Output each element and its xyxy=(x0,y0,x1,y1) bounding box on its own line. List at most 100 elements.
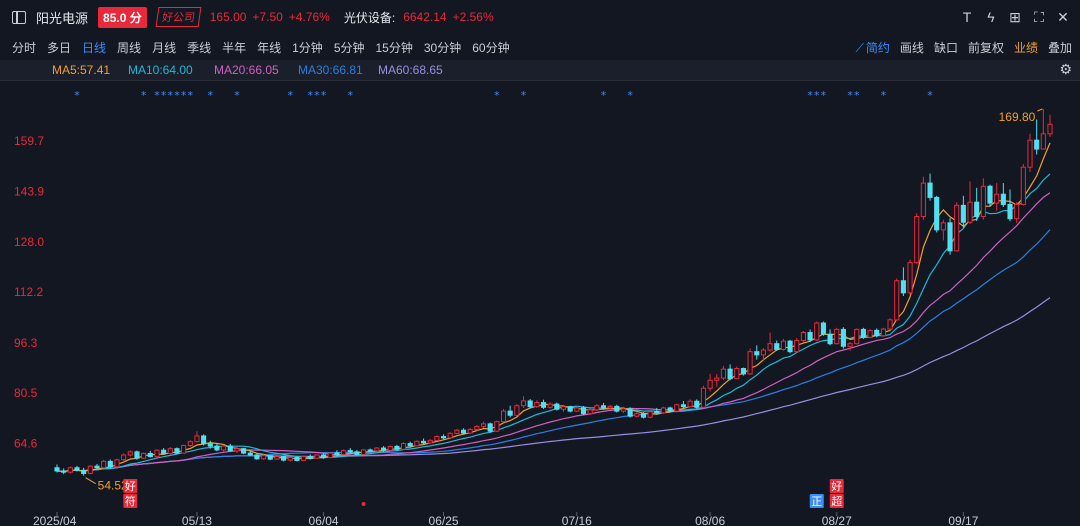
candle-body[interactable] xyxy=(234,448,240,452)
candle-body[interactable] xyxy=(107,460,113,468)
candle-body[interactable] xyxy=(214,445,220,451)
candle-body[interactable] xyxy=(834,328,840,345)
signal-star-marker[interactable]: * xyxy=(807,89,813,102)
period-tab[interactable]: 半年 xyxy=(222,40,247,55)
candle-body[interactable] xyxy=(121,454,127,461)
candle-body[interactable] xyxy=(374,447,380,452)
signal-star-marker[interactable]: * xyxy=(168,89,174,102)
candle-body[interactable] xyxy=(780,340,786,350)
signal-star-marker[interactable]: * xyxy=(494,89,500,102)
signal-star-marker[interactable]: * xyxy=(174,89,180,102)
candle-body[interactable] xyxy=(1047,123,1053,135)
candle-body[interactable] xyxy=(500,410,507,423)
candle-body[interactable] xyxy=(867,329,873,338)
candle-body[interactable] xyxy=(920,182,926,217)
candle-body[interactable] xyxy=(241,448,247,454)
candle-body[interactable] xyxy=(267,455,273,460)
signal-star-marker[interactable]: * xyxy=(847,89,853,102)
signal-star-marker[interactable]: * xyxy=(821,89,827,102)
candle-body[interactable] xyxy=(1007,203,1013,220)
candle-body[interactable] xyxy=(114,459,120,468)
signal-star-marker[interactable]: * xyxy=(854,89,860,102)
candle-body[interactable] xyxy=(787,340,793,353)
candle-body[interactable] xyxy=(334,452,340,455)
candle-body[interactable] xyxy=(380,447,387,451)
stock-name[interactable]: 阳光电源 xyxy=(36,10,89,26)
candle-body[interactable] xyxy=(174,448,180,454)
candle-body[interactable] xyxy=(454,429,460,434)
event-badge[interactable] xyxy=(123,494,138,508)
candle-body[interactable] xyxy=(440,436,447,439)
candle-body[interactable] xyxy=(794,340,800,353)
candle-body[interactable] xyxy=(754,351,760,356)
candle-body[interactable] xyxy=(674,404,680,412)
candle-body[interactable] xyxy=(900,280,906,294)
candle-body[interactable] xyxy=(647,411,653,418)
candle-body[interactable] xyxy=(94,465,100,469)
signal-star-marker[interactable]: * xyxy=(141,89,147,102)
signal-star-marker[interactable]: * xyxy=(307,89,313,102)
candle-body[interactable] xyxy=(247,452,253,456)
candle-body[interactable] xyxy=(634,413,640,417)
candle-body[interactable] xyxy=(894,280,900,321)
candle-body[interactable] xyxy=(707,379,713,389)
candle-body[interactable] xyxy=(54,467,60,472)
signal-star-marker[interactable]: * xyxy=(161,89,167,102)
signal-star-marker[interactable]: * xyxy=(181,89,187,102)
candle-body[interactable] xyxy=(447,432,453,439)
period-tab[interactable]: 1分钟 xyxy=(292,40,323,55)
candle-body[interactable] xyxy=(141,452,147,459)
performance-button[interactable]: 业绩 xyxy=(1013,41,1038,55)
candle-body[interactable] xyxy=(181,444,187,454)
event-badge[interactable] xyxy=(829,479,844,493)
candle-body[interactable] xyxy=(774,343,780,350)
candle-body[interactable] xyxy=(520,400,527,407)
score-badge[interactable]: 85.0 分 xyxy=(98,6,147,28)
candle-body[interactable] xyxy=(147,452,153,458)
signal-star-marker[interactable]: * xyxy=(74,89,80,102)
candle-body[interactable] xyxy=(927,182,933,198)
candle-body[interactable] xyxy=(394,445,400,450)
signal-star-marker[interactable]: * xyxy=(927,89,933,102)
candle-body[interactable] xyxy=(134,451,140,459)
signal-star-marker[interactable]: * xyxy=(314,89,320,102)
candle-body[interactable] xyxy=(987,185,993,204)
candle-body[interactable] xyxy=(387,445,393,451)
candle-body[interactable] xyxy=(680,404,687,408)
candle-body[interactable] xyxy=(960,204,966,223)
signal-star-marker[interactable]: * xyxy=(321,89,327,102)
signal-star-marker[interactable]: * xyxy=(881,89,887,102)
candle-body[interactable] xyxy=(934,196,940,231)
candle-body[interactable] xyxy=(221,445,227,451)
candle-body[interactable] xyxy=(720,368,727,379)
candle-body[interactable] xyxy=(467,429,473,434)
candle-body[interactable] xyxy=(714,377,720,381)
fullscreen-icon[interactable]: ⛶ xyxy=(1034,9,1044,25)
draw-line-button[interactable]: 画线 xyxy=(899,41,924,55)
candle-body[interactable] xyxy=(460,429,467,434)
candle-body[interactable] xyxy=(654,411,660,414)
candle-body[interactable] xyxy=(1040,133,1046,150)
candle-body[interactable] xyxy=(567,406,573,412)
period-tab[interactable]: 60分钟 xyxy=(472,40,510,55)
candle-body[interactable] xyxy=(1020,166,1026,205)
candle-body[interactable] xyxy=(540,402,547,408)
period-tab[interactable]: 15分钟 xyxy=(375,40,413,55)
candle-body[interactable] xyxy=(327,452,333,459)
candle-body[interactable] xyxy=(940,222,946,231)
candle-body[interactable] xyxy=(127,451,133,456)
candle-body[interactable] xyxy=(74,467,80,471)
period-tab[interactable]: 季线 xyxy=(187,40,212,55)
candle-body[interactable] xyxy=(814,322,820,341)
candle-body[interactable] xyxy=(874,329,880,337)
good-company-badge[interactable]: 好公司 xyxy=(155,7,202,27)
candle-body[interactable] xyxy=(614,405,620,412)
candle-body[interactable] xyxy=(414,440,420,447)
event-badge[interactable] xyxy=(829,494,844,508)
candle-body[interactable] xyxy=(254,454,260,460)
candle-body[interactable] xyxy=(281,456,287,461)
candle-body[interactable] xyxy=(261,455,267,460)
adjust-button[interactable]: 前复权 xyxy=(967,41,1004,55)
candle-body[interactable] xyxy=(914,215,920,264)
candle-body[interactable] xyxy=(947,222,953,252)
